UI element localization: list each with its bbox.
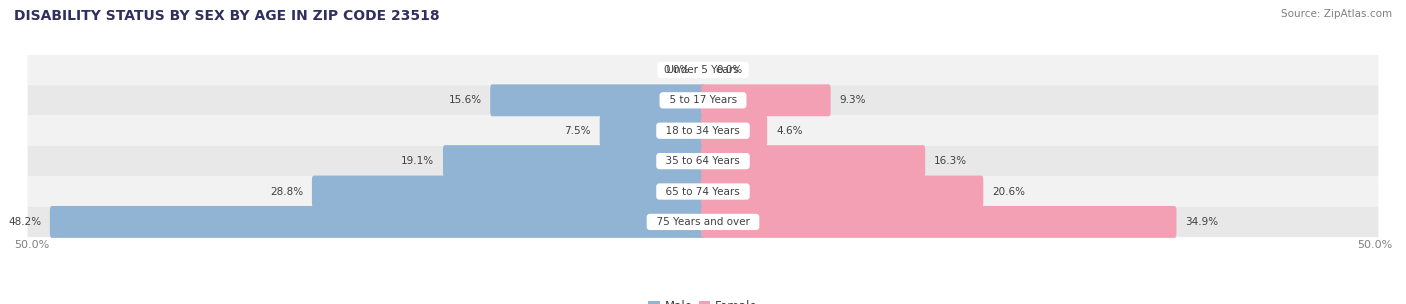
FancyBboxPatch shape — [28, 116, 1378, 146]
Text: 28.8%: 28.8% — [270, 187, 304, 196]
Text: 5 to 17 Years: 5 to 17 Years — [662, 95, 744, 105]
Text: 18 to 34 Years: 18 to 34 Years — [659, 126, 747, 136]
FancyBboxPatch shape — [312, 176, 704, 207]
FancyBboxPatch shape — [28, 207, 1378, 237]
Text: 20.6%: 20.6% — [993, 187, 1025, 196]
Text: 48.2%: 48.2% — [8, 217, 41, 227]
Text: 15.6%: 15.6% — [449, 95, 481, 105]
Text: 7.5%: 7.5% — [564, 126, 591, 136]
FancyBboxPatch shape — [28, 176, 1378, 207]
Text: Under 5 Years: Under 5 Years — [661, 65, 745, 75]
FancyBboxPatch shape — [491, 85, 704, 116]
Text: 34.9%: 34.9% — [1185, 217, 1219, 227]
Text: 75 Years and over: 75 Years and over — [650, 217, 756, 227]
FancyBboxPatch shape — [702, 176, 983, 207]
Text: 19.1%: 19.1% — [401, 156, 434, 166]
Text: 0.0%: 0.0% — [664, 65, 689, 75]
Text: 0.0%: 0.0% — [717, 65, 742, 75]
FancyBboxPatch shape — [28, 146, 1378, 176]
FancyBboxPatch shape — [702, 85, 831, 116]
FancyBboxPatch shape — [49, 206, 704, 238]
Text: Source: ZipAtlas.com: Source: ZipAtlas.com — [1281, 9, 1392, 19]
FancyBboxPatch shape — [702, 145, 925, 177]
Text: 35 to 64 Years: 35 to 64 Years — [659, 156, 747, 166]
Text: 9.3%: 9.3% — [839, 95, 866, 105]
Text: 16.3%: 16.3% — [934, 156, 967, 166]
Legend: Male, Female: Male, Female — [644, 295, 762, 304]
FancyBboxPatch shape — [702, 115, 768, 147]
Text: 50.0%: 50.0% — [14, 240, 49, 250]
Text: 4.6%: 4.6% — [776, 126, 803, 136]
FancyBboxPatch shape — [28, 85, 1378, 116]
Text: DISABILITY STATUS BY SEX BY AGE IN ZIP CODE 23518: DISABILITY STATUS BY SEX BY AGE IN ZIP C… — [14, 9, 440, 23]
FancyBboxPatch shape — [599, 115, 704, 147]
FancyBboxPatch shape — [702, 206, 1177, 238]
Text: 65 to 74 Years: 65 to 74 Years — [659, 187, 747, 196]
Text: 50.0%: 50.0% — [1357, 240, 1392, 250]
FancyBboxPatch shape — [28, 55, 1378, 85]
FancyBboxPatch shape — [443, 145, 704, 177]
